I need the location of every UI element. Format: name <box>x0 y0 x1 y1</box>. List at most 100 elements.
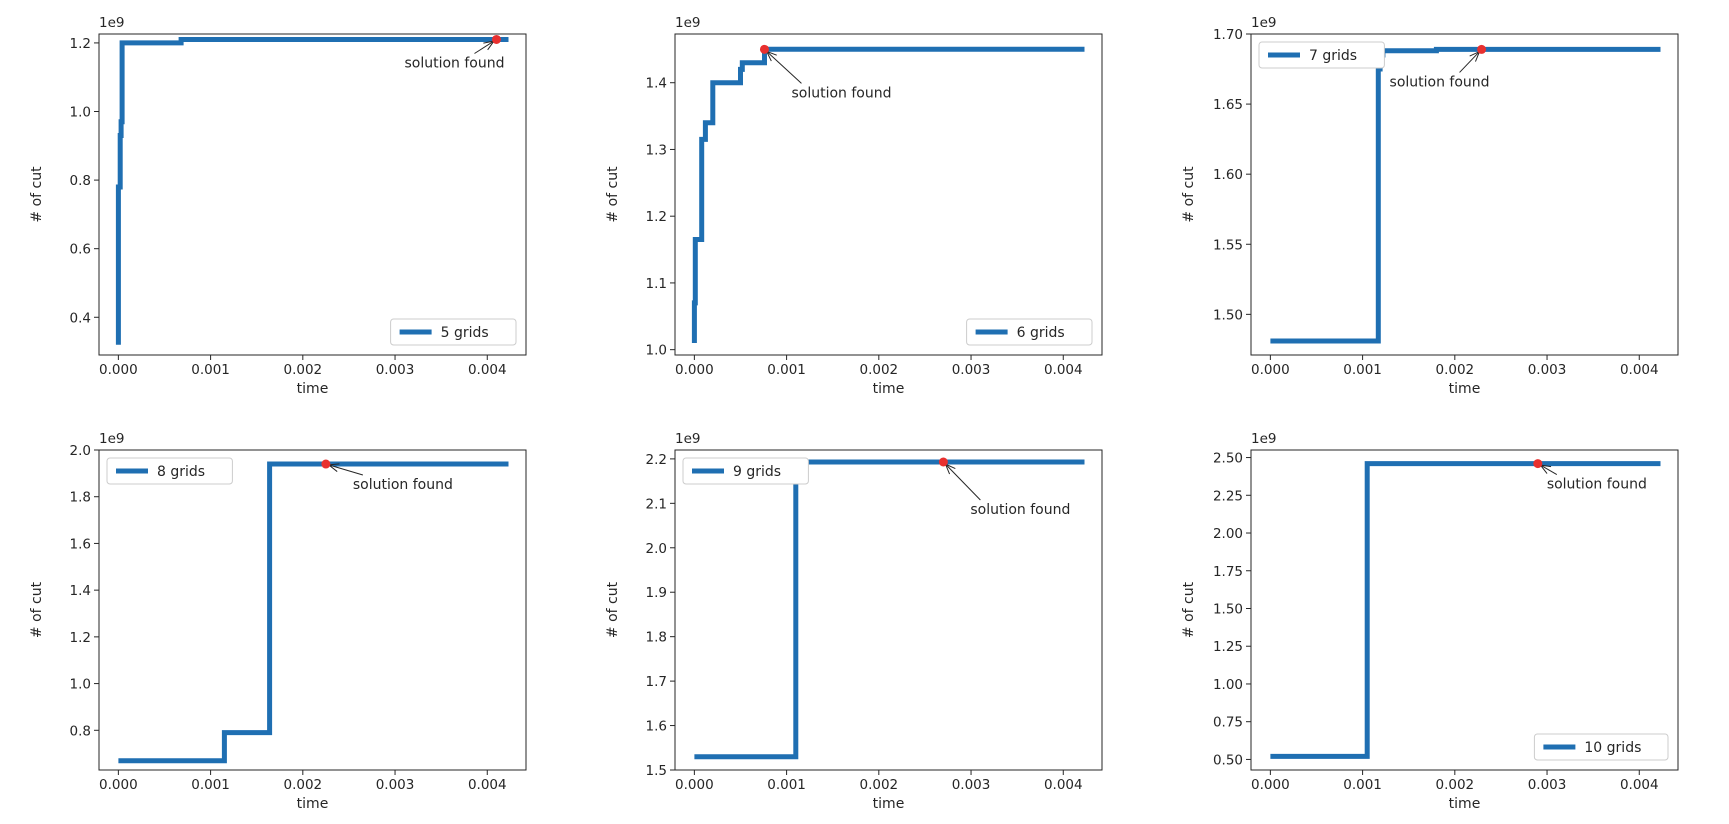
plot-area <box>1251 450 1678 770</box>
annotation-arrow <box>474 40 495 54</box>
y-tick-label: 2.0 <box>646 541 667 557</box>
legend-label: 5 grids <box>441 325 489 341</box>
y-axis-label: # of cut <box>605 166 621 223</box>
x-tick-label: 0.001 <box>767 362 806 378</box>
y-tick-label: 1.5 <box>646 763 667 779</box>
legend-box <box>1258 41 1385 69</box>
chart-panel-5: 0.000 0.001 0.002 0.003 0.004 1.5 1.6 1.7 1.8 1.9… <box>605 431 1103 812</box>
chart-panel-2: 0.000 0.001 0.002 0.003 0.004 1.0 1.1 1.2 1.3 1.4… <box>605 15 1103 397</box>
chart-panel-3: 0.000 0.001 0.002 0.003 0.004 1.50 1.55 1.60 1.6… <box>1181 15 1679 397</box>
solution-found-label: solution found <box>1547 477 1647 493</box>
x-tick-label: 0.003 <box>376 362 415 378</box>
y-tick-label: 0.8 <box>70 723 91 739</box>
legend-label: 10 grids <box>1584 740 1641 756</box>
x-axis-label: time <box>297 381 329 397</box>
plot-frame <box>98 449 527 771</box>
y-tick-label: 2.50 <box>1213 451 1243 467</box>
plot-frame <box>674 449 1103 771</box>
y-offset-label: 1e9 <box>99 15 124 31</box>
solution-found-label: solution found <box>1390 74 1490 90</box>
plot-frame <box>1250 33 1679 356</box>
solution-found-label: solution found <box>791 85 891 101</box>
solution-marker <box>938 457 948 467</box>
legend: 7 grids <box>1258 41 1385 69</box>
y-tick-label: 1.2 <box>646 209 667 225</box>
plot-frame <box>98 33 527 356</box>
y-tick-label: 1.4 <box>70 583 91 599</box>
series-line <box>691 46 1085 343</box>
solution-marker <box>1477 44 1487 54</box>
x-tick-label: 0.002 <box>1435 777 1474 793</box>
legend-box <box>1533 733 1669 761</box>
x-tick-label: 0.004 <box>468 362 507 378</box>
y-tick-label: 1.60 <box>1213 167 1243 183</box>
legend: 6 grids <box>966 318 1093 346</box>
x-tick-label: 0.001 <box>191 777 230 793</box>
solution-marker <box>759 44 769 54</box>
x-axis-label: time <box>297 796 329 812</box>
x-tick-label: 0.003 <box>1528 777 1567 793</box>
y-offset-label: 1e9 <box>99 431 124 447</box>
y-offset-label: 1e9 <box>1251 431 1276 447</box>
solution-found-label: solution found <box>404 55 504 71</box>
y-tick-label: 2.1 <box>646 496 667 512</box>
series-line <box>1270 461 1661 759</box>
y-axis-label: # of cut <box>1181 166 1197 223</box>
x-tick-label: 0.003 <box>376 777 415 793</box>
x-axis-label: time <box>1449 796 1481 812</box>
x-tick-label: 0.000 <box>99 777 138 793</box>
legend: 8 grids <box>106 457 233 485</box>
x-tick-label: 0.001 <box>1343 777 1382 793</box>
chart-panel-1: 0.000 0.001 0.002 0.003 0.004 0.4 0.6 0.8 1.0 1.2… <box>29 15 527 397</box>
y-axis-label: # of cut <box>29 166 45 223</box>
y-tick-label: 1.7 <box>646 674 667 690</box>
x-tick-label: 0.004 <box>1044 777 1083 793</box>
y-tick-label: 1.00 <box>1213 677 1243 693</box>
x-tick-label: 0.001 <box>191 362 230 378</box>
y-offset-label: 1e9 <box>675 15 700 31</box>
x-axis-label: time <box>873 796 905 812</box>
y-tick-label: 1.55 <box>1213 237 1243 253</box>
legend-label: 7 grids <box>1309 48 1357 64</box>
y-tick-label: 1.65 <box>1213 97 1243 113</box>
y-offset-label: 1e9 <box>675 431 700 447</box>
annotation-arrow <box>1459 51 1480 73</box>
legend-box <box>106 457 233 485</box>
x-tick-label: 0.000 <box>99 362 138 378</box>
x-tick-label: 0.004 <box>1620 777 1659 793</box>
x-tick-label: 0.003 <box>1528 362 1567 378</box>
y-tick-label: 1.1 <box>646 276 667 292</box>
legend-box <box>966 318 1093 346</box>
y-tick-label: 1.70 <box>1213 27 1243 43</box>
x-tick-label: 0.001 <box>767 777 806 793</box>
x-tick-label: 0.002 <box>1435 362 1474 378</box>
x-tick-label: 0.001 <box>1343 362 1382 378</box>
y-tick-label: 1.0 <box>646 343 667 359</box>
chart-panel-4: 0.000 0.001 0.002 0.003 0.004 0.8 1.0 1.2 1.4 1.6… <box>29 431 527 812</box>
chart-panel-6: 0.000 0.001 0.002 0.003 0.004 0.50 0.75 1.00 1.2… <box>1181 431 1679 812</box>
y-tick-label: 1.50 <box>1213 307 1243 323</box>
x-tick-label: 0.000 <box>1251 362 1290 378</box>
y-tick-label: 1.0 <box>70 105 91 121</box>
legend-label: 8 grids <box>157 464 205 480</box>
solution-marker <box>321 459 331 469</box>
x-axis-label: time <box>1449 381 1481 397</box>
y-tick-label: 0.75 <box>1213 715 1243 731</box>
y-axis-label: # of cut <box>29 581 45 638</box>
y-tick-label: 0.8 <box>70 173 91 189</box>
x-tick-label: 0.002 <box>859 362 898 378</box>
x-tick-label: 0.002 <box>283 362 322 378</box>
solution-found-label: solution found <box>970 502 1070 518</box>
y-tick-label: 2.00 <box>1213 526 1243 542</box>
plot-area <box>99 34 526 355</box>
plot-area <box>1251 34 1678 355</box>
x-tick-label: 0.004 <box>468 777 507 793</box>
y-axis-label: # of cut <box>605 581 621 638</box>
y-tick-label: 1.3 <box>646 142 667 158</box>
plot-area <box>99 450 526 770</box>
y-axis-label: # of cut <box>1181 581 1197 638</box>
y-tick-label: 0.50 <box>1213 752 1243 768</box>
x-tick-label: 0.003 <box>952 777 991 793</box>
x-tick-label: 0.000 <box>675 362 714 378</box>
y-tick-label: 0.4 <box>70 310 91 326</box>
